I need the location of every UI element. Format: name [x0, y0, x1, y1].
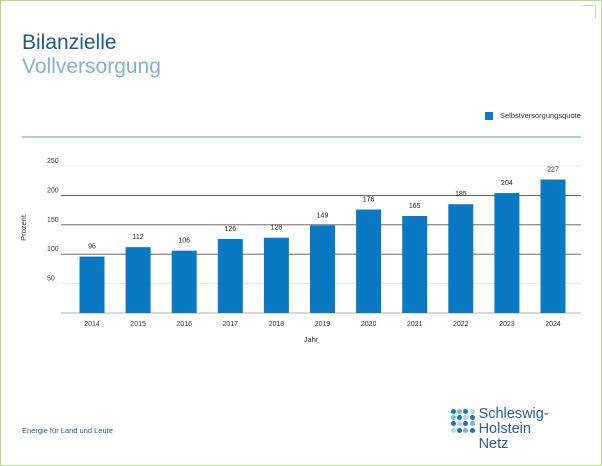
chart-title: Bilanzielle — [22, 31, 117, 54]
y-tick-250: 250 — [47, 158, 59, 165]
x-tick-2015: 2015 — [130, 321, 146, 328]
legend: Selbstversorgungsquote — [485, 111, 581, 120]
x-axis-label: Jahr — [304, 335, 319, 344]
bar-2015 — [125, 247, 151, 313]
x-tick-2024: 2024 — [545, 321, 561, 328]
x-tick-2014: 2014 — [84, 321, 100, 328]
logo-line-2: Netz — [478, 436, 509, 452]
x-tick-2019: 2019 — [315, 321, 331, 328]
x-tick-2022: 2022 — [453, 321, 469, 328]
y-tick-100: 100 — [47, 246, 59, 253]
y-tick-labels: 50 100 150 200 250 — [47, 158, 59, 283]
y-tick-150: 150 — [47, 217, 59, 224]
bar-2019 — [310, 225, 335, 313]
data-label-2021: 165 — [409, 203, 421, 210]
data-label-2018: 128 — [271, 225, 283, 232]
x-tick-2018: 2018 — [269, 321, 285, 328]
data-label-2017: 126 — [224, 226, 236, 233]
y-tick-50: 50 — [47, 276, 55, 283]
bar-2016 — [171, 250, 197, 313]
x-tick-2016: 2016 — [176, 321, 192, 328]
logo-dots-icon — [451, 409, 475, 433]
chart-subtitle: Vollversorgung — [22, 55, 161, 78]
bar-2023 — [494, 193, 520, 313]
data-label-2023: 204 — [501, 180, 513, 187]
footer-tagline: Energie für Land und Leute — [22, 426, 113, 435]
legend-label: Selbstversorgungsquote — [500, 111, 581, 120]
y-tick-200: 200 — [47, 187, 59, 194]
data-label-2015: 112 — [133, 234, 144, 241]
data-label-2019: 149 — [317, 212, 329, 219]
legend-swatch — [485, 111, 493, 120]
x-tick-2023: 2023 — [499, 321, 515, 328]
company-logo: Schleswig-Holstein Netz — [451, 407, 601, 452]
bar-2024 — [540, 179, 566, 313]
data-labels: 96 112 106 126 128 149 176 165 185 204 227 — [88, 167, 559, 251]
data-label-2022: 185 — [455, 191, 467, 198]
bar-2021 — [402, 215, 428, 313]
logo-line-1: Schleswig-Holstein — [478, 406, 549, 437]
y-axis-label: Prozent — [19, 214, 28, 241]
corner-mark — [583, 5, 596, 18]
bar-2022 — [448, 204, 474, 313]
bars — [79, 179, 566, 313]
bar-2017 — [217, 238, 243, 313]
data-label-2014: 96 — [88, 244, 96, 251]
data-label-2024: 227 — [547, 167, 559, 174]
data-label-2020: 176 — [363, 197, 375, 204]
data-label-2016: 106 — [178, 238, 190, 245]
bar-2020 — [356, 209, 382, 313]
x-tick-2020: 2020 — [361, 321, 377, 328]
bar-2014 — [79, 256, 105, 313]
x-tick-2017: 2017 — [223, 321, 239, 328]
x-tick-labels: 2014 2015 2016 2017 2018 2019 2020 2021 2022 2023… — [84, 321, 561, 328]
bar-2018 — [263, 237, 289, 313]
x-tick-2021: 2021 — [407, 321, 423, 328]
